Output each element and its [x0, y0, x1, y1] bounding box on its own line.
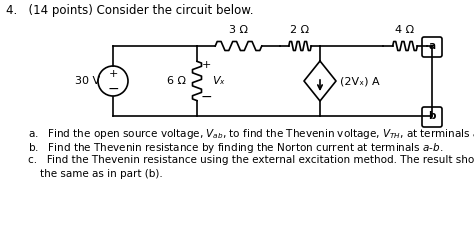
Text: −: −	[200, 90, 212, 104]
Text: Vₓ: Vₓ	[212, 76, 225, 86]
Text: 2 Ω: 2 Ω	[291, 25, 310, 35]
Text: a: a	[428, 41, 436, 51]
Text: 4 Ω: 4 Ω	[395, 25, 415, 35]
Text: a.   Find the open source voltage, $V_{ab}$, to find the Thevenin voltage, $V_{T: a. Find the open source voltage, $V_{ab}…	[28, 127, 474, 141]
Text: +: +	[109, 69, 118, 79]
FancyBboxPatch shape	[422, 37, 442, 57]
Text: c.   Find the Thevenin resistance using the external excitation method. The resu: c. Find the Thevenin resistance using th…	[28, 155, 474, 165]
Text: b.   Find the Thevenin resistance by finding the Norton current at terminals $a$: b. Find the Thevenin resistance by findi…	[28, 141, 443, 155]
Text: 30 V: 30 V	[75, 76, 100, 86]
Text: −: −	[107, 82, 119, 96]
Text: +: +	[201, 60, 210, 70]
Text: b: b	[428, 111, 436, 121]
FancyBboxPatch shape	[422, 107, 442, 127]
Text: 3 Ω: 3 Ω	[229, 25, 248, 35]
Text: 6 Ω: 6 Ω	[167, 76, 186, 86]
Text: (2Vₓ) A: (2Vₓ) A	[340, 76, 380, 86]
Text: the same as in part (b).: the same as in part (b).	[40, 169, 163, 179]
Text: 4.   (14 points) Consider the circuit below.: 4. (14 points) Consider the circuit belo…	[6, 4, 254, 17]
